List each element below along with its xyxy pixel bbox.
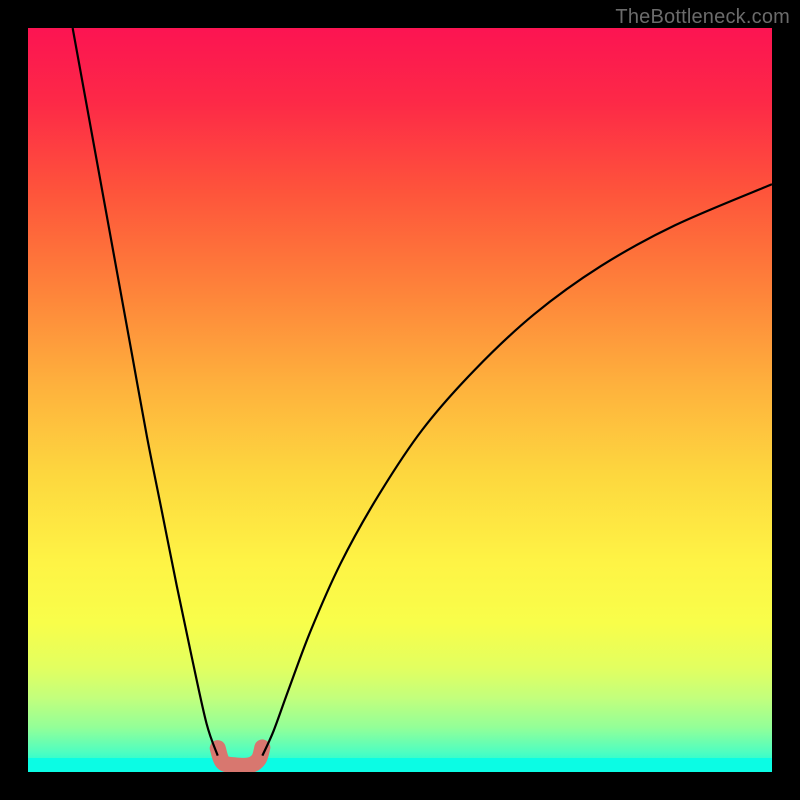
plot-area (28, 28, 772, 772)
chart-outer-frame: TheBottleneck.com (0, 0, 800, 800)
watermark-label: TheBottleneck.com (615, 6, 790, 29)
optimum-floor-segment (218, 747, 263, 765)
curve-layer (28, 28, 772, 772)
curve-right-branch (262, 184, 772, 755)
curve-left-branch (73, 28, 218, 756)
